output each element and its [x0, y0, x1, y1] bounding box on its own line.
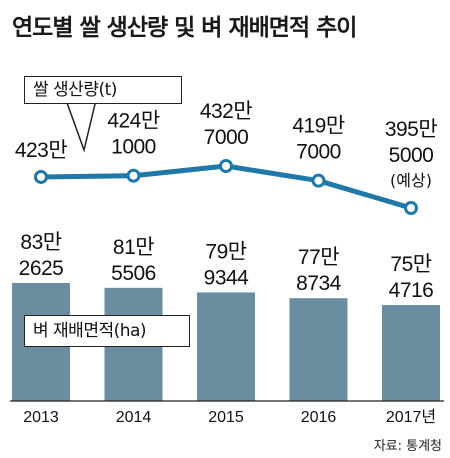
area-series-label: 벼 재배면적(ha): [24, 315, 190, 347]
area-label-top-1: 81만: [113, 236, 154, 259]
rice-point-0: [34, 169, 48, 184]
area-label-bottom-1: 5506: [111, 262, 156, 285]
rice-label-bottom-2: 7000: [204, 126, 249, 149]
rice-point-3: [311, 173, 326, 188]
rice-point-4: [404, 201, 418, 215]
area-label-top-0: 83만: [20, 231, 61, 254]
area-label-bottom-0: 2625: [19, 257, 64, 280]
rice-label-bottom-3: 7000: [296, 141, 341, 164]
x-tick-0: 2013: [23, 409, 59, 426]
area-label-top-3: 77만: [298, 246, 339, 269]
rice-label-top-0: 423만: [15, 139, 68, 162]
source-note: 자료: 통계청: [373, 439, 442, 454]
area-label-bottom-4: 4716: [389, 279, 434, 302]
area-label-top-2: 79만: [205, 240, 246, 263]
chart-title: 연도별 쌀 생산량 및 벼 재배면적 추이: [12, 15, 357, 41]
x-tick-2: 2015: [208, 409, 244, 426]
area-label-bottom-3: 8734: [296, 272, 342, 295]
x-tick-1: 2014: [116, 409, 152, 426]
rice-point-2: [219, 159, 233, 173]
area-label-top-4: 75만: [390, 253, 431, 276]
rice-label-note-4: (예상): [390, 171, 432, 190]
rice-label-bottom-1: 1000: [111, 136, 156, 159]
rice-label-bottom-4: 5000: [389, 144, 434, 167]
area-bar-4: [382, 305, 440, 401]
area-bar-3: [289, 298, 348, 401]
rice-label-top-1: 424만: [107, 110, 160, 133]
callout-pointer: [65, 99, 97, 153]
x-tick-4: 2017년: [386, 408, 436, 426]
rice-label-top-2: 432만: [200, 100, 253, 123]
rice-label-top-3: 419만: [292, 115, 345, 138]
rice-series-label: 쌀 생산량(t): [24, 76, 182, 104]
area-label-bottom-2: 9344: [204, 266, 250, 289]
area-bar-2: [197, 292, 255, 401]
rice-label-top-4: 395만: [385, 118, 438, 141]
x-tick-3: 2016: [301, 409, 337, 426]
rice-point-1: [126, 168, 141, 183]
